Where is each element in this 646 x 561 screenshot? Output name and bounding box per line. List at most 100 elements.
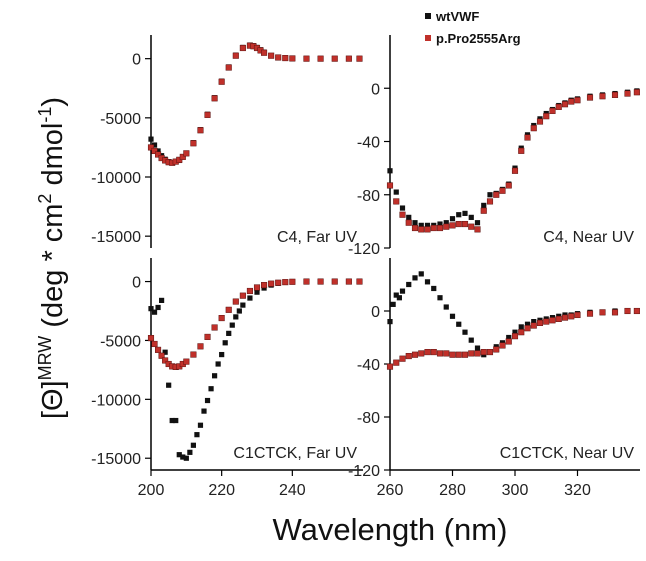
data-point: [486, 198, 494, 205]
y-tick-label: 0: [132, 275, 141, 292]
x-tick-label: 260: [377, 482, 404, 499]
data-point: [531, 319, 537, 325]
data-point: [455, 351, 462, 358]
data-point: [518, 329, 525, 336]
data-point: [499, 342, 506, 349]
data-point: [232, 52, 239, 59]
data-point: [155, 304, 161, 311]
series-pro2555arg: [386, 307, 640, 370]
data-point: [399, 355, 406, 362]
data-point: [436, 350, 444, 357]
data-point: [236, 308, 242, 314]
data-point: [449, 351, 456, 358]
data-point: [261, 49, 268, 56]
data-point: [486, 349, 494, 356]
data-point: [436, 224, 444, 232]
data-point: [155, 151, 162, 158]
data-point: [633, 89, 640, 96]
data-point: [530, 125, 537, 132]
data-point: [549, 107, 556, 114]
data-point: [282, 55, 289, 62]
data-point: [633, 307, 640, 315]
panel-label: C1CTCK, Far UV: [233, 445, 357, 462]
legend-label-pro2555arg: p.Pro2555Arg: [436, 31, 521, 46]
data-point: [155, 148, 161, 154]
data-point: [543, 318, 550, 325]
data-point: [455, 220, 462, 228]
y-tick-label: -80: [357, 410, 380, 427]
data-point: [424, 226, 431, 233]
data-point: [211, 324, 218, 331]
data-point: [474, 220, 481, 226]
data-point: [568, 313, 575, 320]
data-point: [586, 94, 594, 101]
data-point: [468, 223, 475, 230]
data-point: [194, 432, 200, 438]
data-point: [411, 224, 419, 232]
data-point: [474, 350, 481, 357]
data-point: [204, 111, 211, 118]
legend-marker-wtvwf: [425, 13, 431, 19]
data-point: [282, 279, 289, 286]
data-point: [449, 313, 456, 319]
data-point: [456, 321, 462, 327]
data-point: [162, 357, 169, 364]
data-point: [345, 55, 352, 62]
data-point: [518, 147, 525, 154]
data-point: [211, 95, 218, 102]
data-point: [232, 298, 239, 305]
data-point: [406, 214, 412, 220]
data-point: [449, 222, 456, 229]
data-point: [405, 353, 412, 360]
data-point: [411, 351, 419, 358]
x-tick-label: 200: [138, 482, 165, 499]
data-point: [247, 295, 253, 301]
data-point: [253, 284, 261, 291]
y-tick-label: -10000: [91, 392, 141, 409]
data-point: [151, 147, 158, 155]
data-point: [524, 325, 531, 332]
data-point: [229, 322, 235, 328]
data-point: [512, 329, 518, 335]
data-point: [148, 136, 154, 142]
data-point: [386, 363, 394, 370]
data-point: [233, 314, 239, 320]
y-tick-label: -80: [357, 188, 380, 205]
data-point: [393, 359, 400, 366]
data-point: [190, 442, 196, 448]
y-tick-label: -10000: [91, 170, 141, 187]
data-point: [461, 220, 469, 228]
data-point: [289, 55, 296, 62]
data-point: [155, 346, 162, 353]
data-point: [406, 281, 412, 288]
data-point: [624, 307, 631, 315]
data-point: [151, 309, 158, 315]
data-point: [568, 98, 575, 105]
data-point: [474, 226, 481, 233]
data-point: [536, 319, 544, 326]
data-point: [147, 144, 155, 151]
data-point: [239, 44, 246, 52]
y-tick-label: 0: [371, 304, 380, 321]
series-wtvwf: [387, 88, 640, 228]
data-point: [561, 101, 569, 108]
data-point: [183, 358, 190, 365]
data-point: [215, 361, 221, 367]
data-point: [148, 306, 154, 312]
data-point: [418, 222, 424, 228]
data-point: [524, 321, 531, 327]
data-point: [424, 349, 431, 356]
data-point: [204, 333, 211, 340]
data-point: [524, 134, 531, 141]
y-tick-label: 0: [132, 52, 141, 69]
data-point: [387, 168, 393, 174]
data-point: [505, 182, 512, 189]
data-point: [431, 285, 437, 292]
data-point: [254, 289, 260, 295]
data-point: [424, 222, 431, 228]
data-point: [387, 319, 393, 325]
data-point: [499, 187, 506, 194]
data-point: [481, 202, 487, 208]
legend-label-wtvwf: wtVWF: [435, 9, 479, 24]
